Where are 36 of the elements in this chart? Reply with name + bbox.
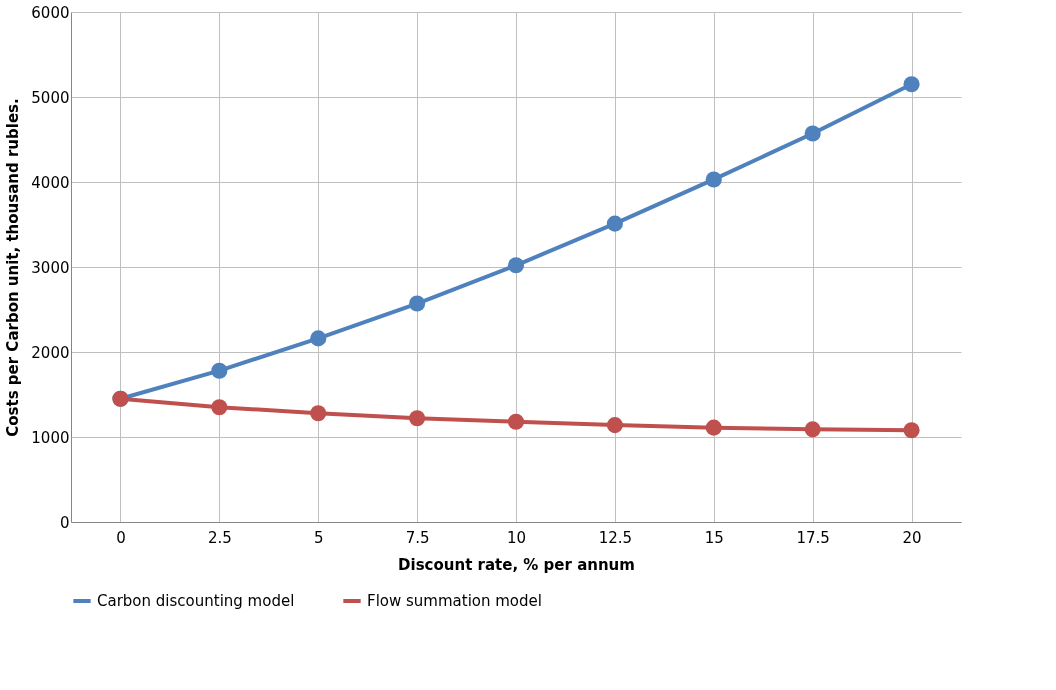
x-tick-label: 10 [506,528,527,547]
point [903,422,920,439]
y-tick-label: 1000 [31,428,70,447]
point [903,76,920,93]
x-axis-title: Discount rate, % per annum [398,555,635,574]
point [310,330,327,347]
y-axis-title: Costs per Carbon unit, thousand rubles. [4,98,23,437]
x-tick-label: 17.5 [796,528,830,547]
x-tick-label: 12.5 [598,528,633,547]
x-tick-label: 7.5 [405,528,430,547]
point [310,405,327,422]
legend-label: Flow summation model [367,592,542,610]
x-tick-label: 5 [313,528,324,547]
y-tick-label: 6000 [31,3,70,22]
x-tick-label: 20 [902,528,922,547]
point [507,257,525,274]
y-tick-label: 4000 [31,173,70,192]
y-tick-label: 2000 [31,343,70,362]
point [409,410,426,427]
point [211,362,228,379]
point [606,417,623,434]
y-tick-label: 3000 [31,258,70,277]
point [705,171,722,188]
point [804,125,821,142]
x-tick-label: 15 [704,528,724,547]
x-tick-label: 0 [116,528,126,547]
y-tick-label: 0 [59,513,70,532]
legend-label: Carbon discounting model [97,592,295,610]
y-tick-label: 5000 [31,88,70,107]
point [705,419,722,436]
point [409,295,426,312]
point [507,413,525,430]
point [211,399,228,416]
x-tick-label: 2.5 [207,528,232,547]
point [606,215,623,232]
point [804,421,821,438]
